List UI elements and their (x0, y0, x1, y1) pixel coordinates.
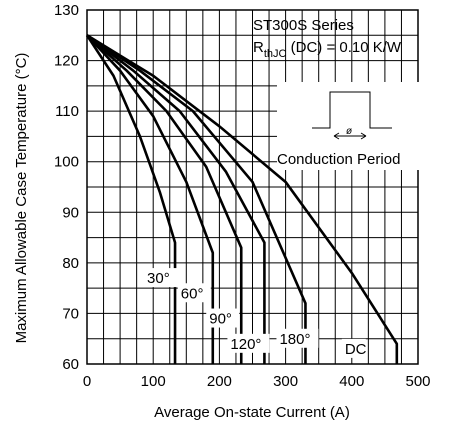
series-label: 90° (209, 311, 232, 328)
x-axis-label: Average On-state Current (A) (154, 404, 350, 421)
inset-background (277, 82, 422, 170)
y-tick-label: 80 (62, 255, 79, 272)
title-r: R (253, 39, 264, 56)
x-tick-labels: 0 100 200 300 400 500 (83, 373, 431, 390)
series-label: 180° (279, 331, 310, 348)
chart-title-line2: RthJC (DC) = 0.10 K/W (253, 39, 402, 60)
series-line-120deg (86, 34, 266, 364)
conduction-period-inset: ø Conduction Period (277, 82, 422, 170)
x-tick-label: 500 (405, 373, 430, 390)
y-tick-label: 60 (62, 356, 79, 373)
y-tick-label: 70 (62, 305, 79, 322)
series-line-180deg (86, 34, 307, 364)
y-axis-label: Maximum Allowable Case Temperature (°C) (13, 53, 30, 344)
x-tick-label: 400 (339, 373, 364, 390)
x-tick-label: 0 (83, 373, 91, 390)
series-line-60deg (86, 34, 215, 364)
series-label: DC (345, 341, 367, 358)
chart-title-line1: ST300S Series (253, 17, 354, 34)
title-sub: thJC (264, 48, 287, 60)
series-label: 60° (181, 285, 204, 302)
y-tick-label: 100 (54, 154, 79, 171)
series-label-bg (227, 333, 270, 353)
inset-waveform (312, 91, 392, 129)
series-lines (85, 34, 399, 364)
y-tick-label: 120 (54, 53, 79, 70)
y-tick-labels: 60 70 80 90 100 110 120 130 (54, 2, 79, 373)
grid (87, 10, 418, 364)
series-labels: 30° 60° 90° 120° 180° DC (144, 268, 367, 358)
x-tick-label: 100 (141, 373, 166, 390)
inset-label: Conduction Period (277, 151, 400, 168)
series-label: 30° (147, 270, 170, 287)
y-tick-label: 90 (62, 204, 79, 221)
inset-period-arrow (333, 132, 367, 140)
x-tick-label: 300 (273, 373, 298, 390)
inset-phi-symbol: ø (346, 126, 352, 137)
series-label-bg (341, 338, 366, 358)
series-line-30deg (85, 34, 177, 364)
series-line-90deg (86, 34, 243, 364)
series-label-bg (276, 328, 319, 348)
series-label-bg (144, 268, 178, 288)
series-label-bg (177, 283, 211, 303)
series-label-bg (206, 308, 240, 328)
series-label: 120° (230, 336, 261, 353)
series-line-dc (86, 34, 399, 364)
y-tick-label: 130 (54, 2, 79, 19)
title-rest: (DC) = 0.10 K/W (286, 39, 401, 56)
x-tick-label: 200 (207, 373, 232, 390)
y-tick-label: 110 (55, 103, 79, 120)
plot-frame (86, 9, 419, 365)
